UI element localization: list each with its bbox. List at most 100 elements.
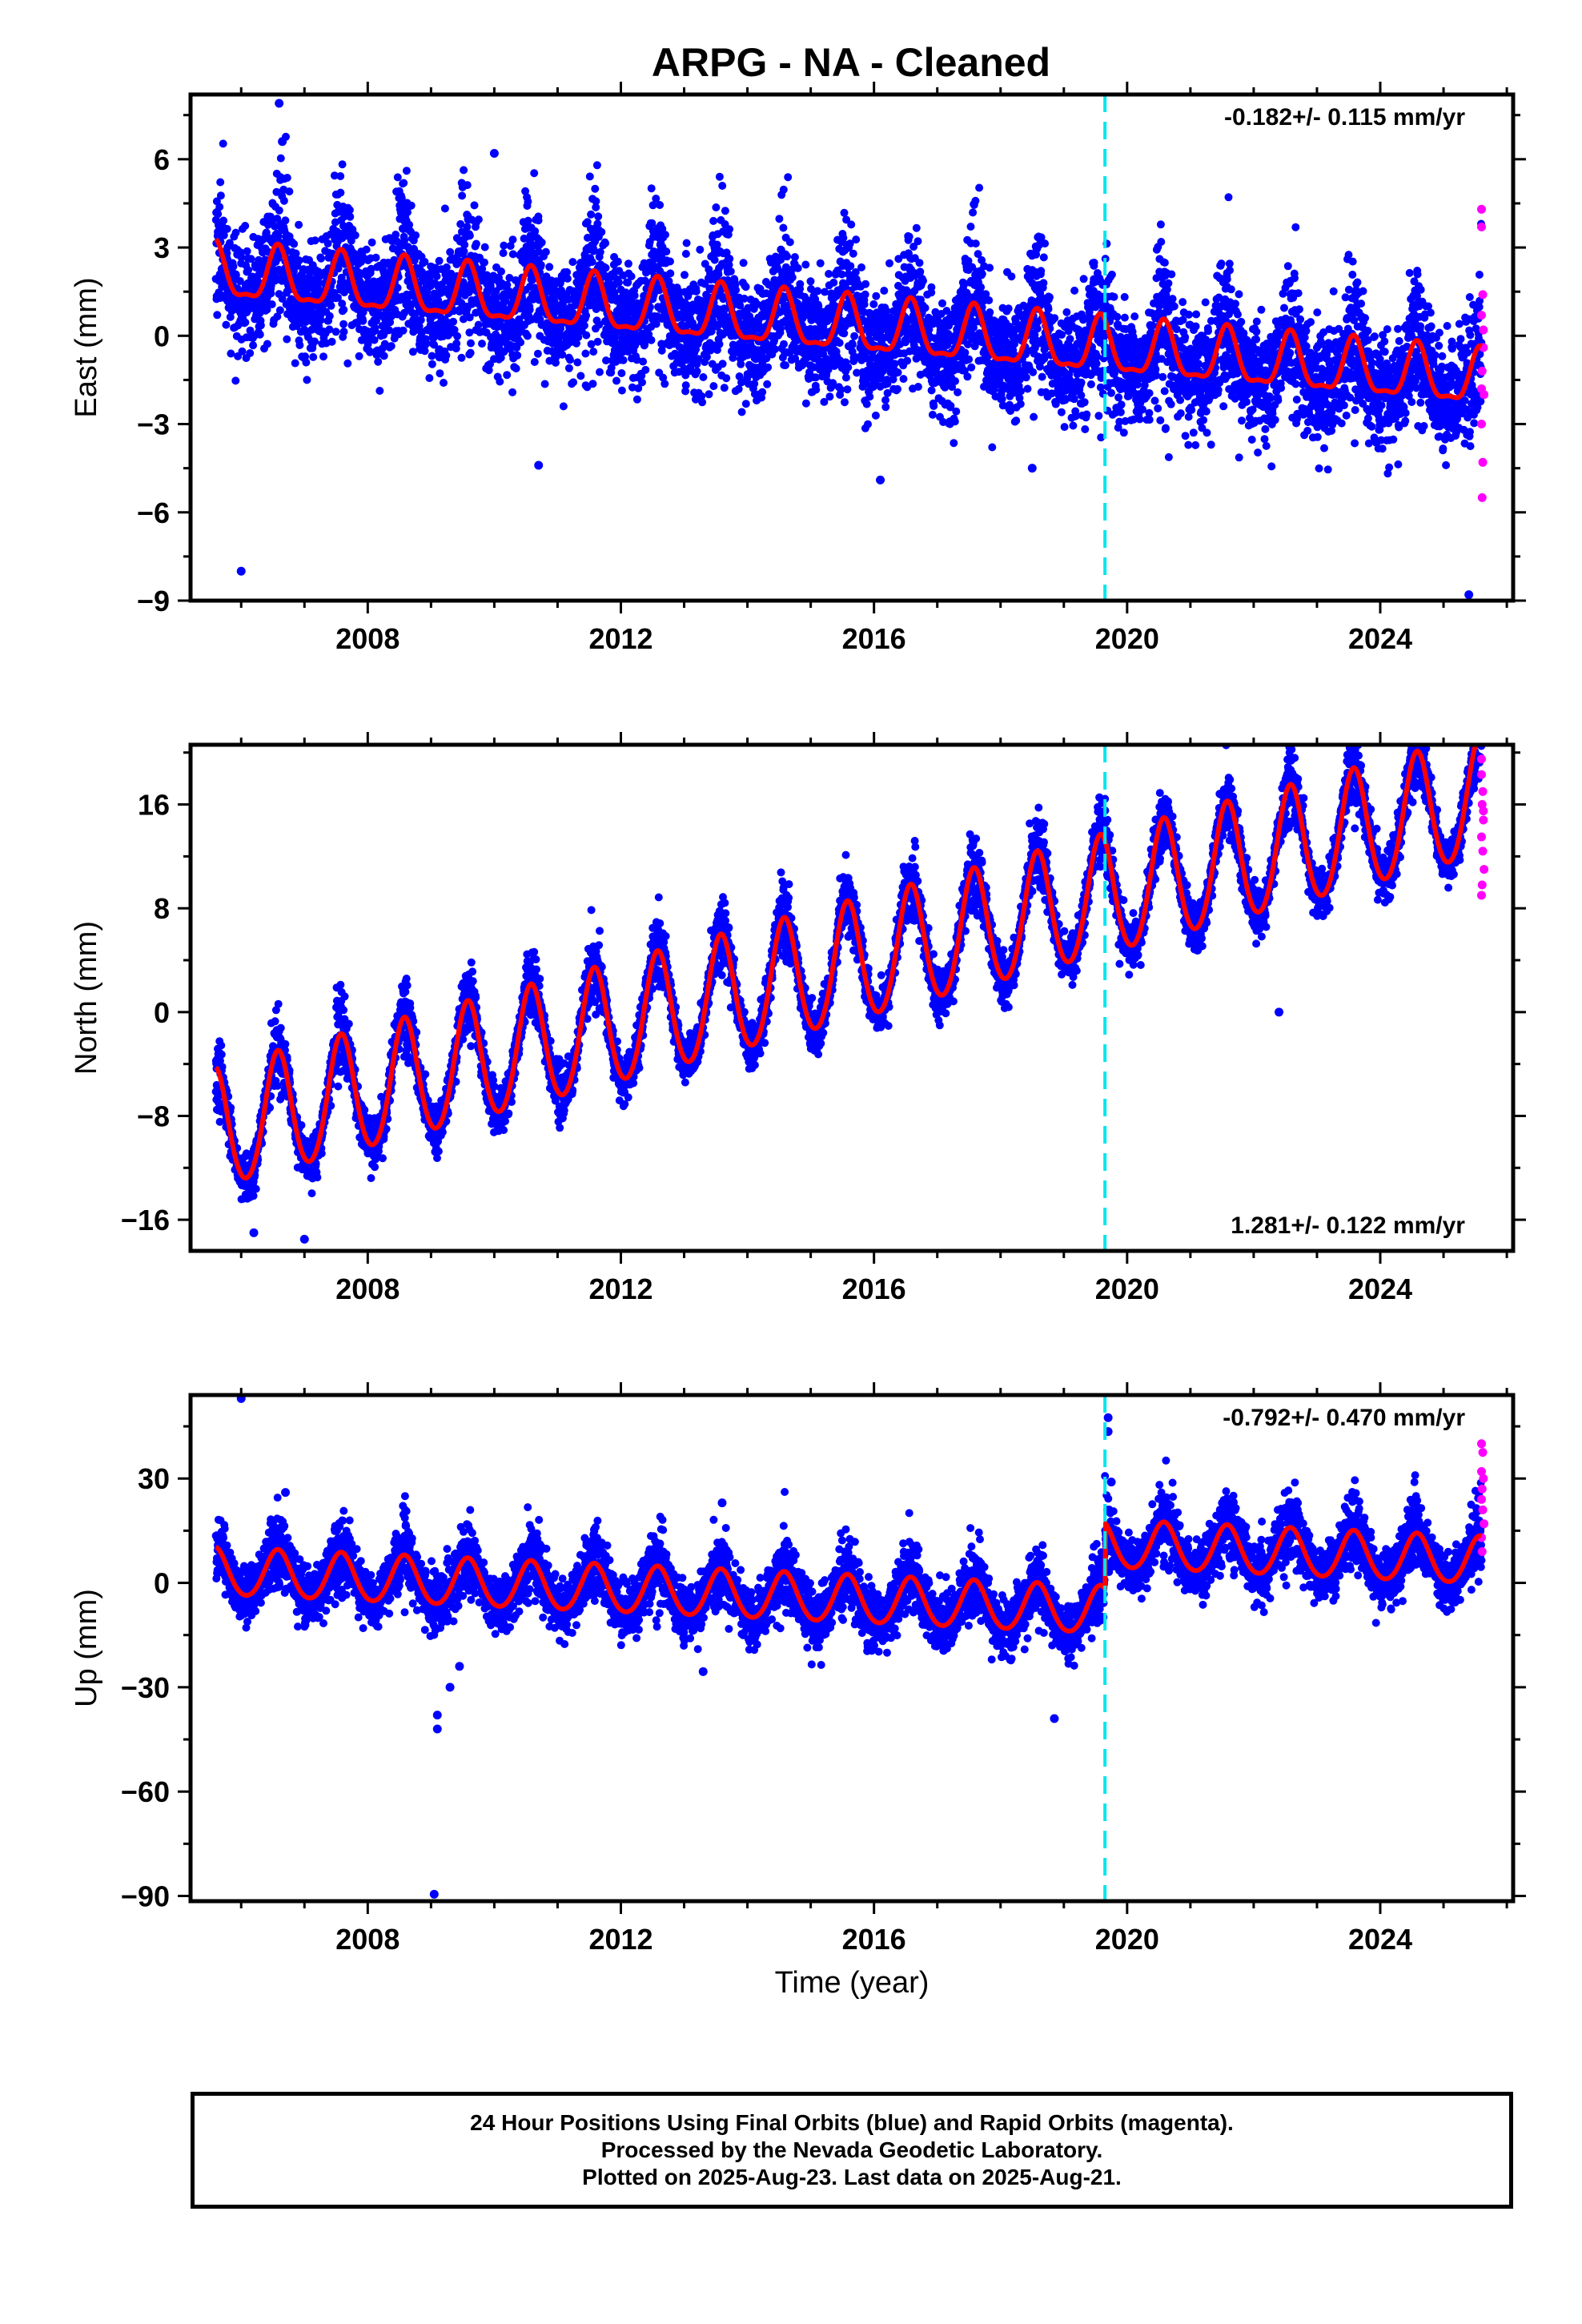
figure-title: ARPG - NA - Cleaned	[652, 40, 1050, 85]
up-rapid-point-6	[1478, 1505, 1488, 1514]
east-rapid-point-8	[1478, 457, 1488, 467]
up-y-axis: 30 0 −30 −60 −90	[121, 1425, 1526, 1912]
north-ytick-label-0: 0	[154, 996, 170, 1029]
north-panel: 2008 2012 2016 2020 2024 16 8 0 −8 −16 North (mm) 1…	[70, 732, 1526, 1305]
east-ytick-label--9: −9	[137, 585, 170, 617]
east-y-axis: 6 3 0 −3 −6 −9	[137, 114, 1526, 617]
east-rapid-point-11	[1476, 384, 1486, 393]
up-rate-annotation: -0.792+/- 0.470 mm/yr	[1223, 1405, 1465, 1431]
east-rapid-point-10	[1479, 325, 1488, 335]
east-frame	[188, 92, 1516, 603]
north-y-axis-title: North (mm)	[70, 921, 103, 1075]
north-xtick-label-2016: 2016	[842, 1273, 906, 1305]
east-final-daily-positions	[211, 132, 1486, 478]
up-x-axis-title: Time (year)	[775, 1966, 930, 2000]
north-rapid-point-4	[1479, 815, 1488, 825]
north-outlier-4	[724, 923, 733, 932]
east-model-curve	[214, 237, 1484, 400]
up-outlier-9	[1106, 1478, 1116, 1487]
east-xtick-label-2020: 2020	[1095, 622, 1159, 655]
east-outlier-0	[275, 99, 284, 108]
up-rapid-point-1	[1478, 1448, 1488, 1458]
north-x-axis: 2008 2012 2016 2020 2024	[239, 732, 1508, 1305]
east-outlier-1	[236, 566, 246, 576]
east-rapid-point-1	[1476, 222, 1486, 231]
up-rapid-point-5	[1476, 1494, 1486, 1504]
up-outlier-5	[445, 1683, 455, 1692]
east-outlier-5	[534, 460, 544, 470]
up-outlier-4	[455, 1662, 464, 1671]
up-rapid-point-0	[1476, 1439, 1486, 1449]
up-rapid-point-4	[1477, 1484, 1487, 1494]
up-xtick-label-2012: 2012	[588, 1923, 652, 1956]
east-ytick-label--3: −3	[137, 408, 170, 441]
east-rapid-point-3	[1476, 311, 1486, 320]
north-rapid-point-9	[1476, 891, 1486, 900]
north-ytick-label-16: 16	[138, 789, 170, 822]
up-xtick-label-2024: 2024	[1348, 1923, 1412, 1956]
east-xtick-label-2016: 2016	[842, 622, 906, 655]
up-ytick-label-30: 30	[138, 1462, 170, 1495]
north-frame	[188, 742, 1516, 1253]
east-ytick-label--6: −6	[137, 497, 170, 529]
up-outlier-2	[432, 1724, 442, 1734]
up-xtick-label-2016: 2016	[842, 1923, 906, 1956]
north-rapid-point-10	[1479, 806, 1488, 816]
up-final-points	[211, 1395, 1486, 1899]
up-xtick-label-2020: 2020	[1095, 1923, 1159, 1956]
north-final-daily-positions	[211, 745, 1486, 1204]
east-rapid-point-9	[1477, 493, 1487, 502]
north-ytick-label--8: −8	[137, 1100, 170, 1132]
north-outlier-3	[249, 1228, 259, 1237]
footer-caption-box: 24 Hour Positions Using Final Orbits (bl…	[191, 2092, 1513, 2209]
up-xtick-label-2008: 2008	[335, 1923, 400, 1956]
north-outlier-1	[1275, 1007, 1284, 1017]
north-rapid-point-5	[1476, 832, 1486, 842]
north-rapid-point-7	[1480, 865, 1489, 875]
north-outlier-5	[1034, 875, 1043, 885]
east-y-axis-title: East (mm)	[70, 277, 103, 417]
up-outlier-7	[1103, 1413, 1113, 1422]
east-rapid-point-7	[1476, 420, 1486, 429]
north-ytick-label-8: 8	[154, 892, 170, 925]
east-x-axis: 2008 2012 2016 2020 2024	[239, 82, 1508, 655]
up-outlier-12	[281, 1488, 291, 1498]
north-rapid-point-1	[1476, 770, 1486, 779]
east-ytick-label-0: 0	[154, 320, 170, 352]
up-final-daily-positions	[211, 1456, 1486, 1670]
north-outlier-0	[528, 964, 537, 974]
up-outlier-3	[432, 1711, 442, 1720]
east-rapid-points	[1476, 204, 1489, 502]
east-outlier-6	[876, 475, 885, 485]
up-outlier-11	[698, 1667, 708, 1676]
east-xtick-label-2008: 2008	[335, 622, 400, 655]
up-ytick-label--90: −90	[121, 1880, 170, 1912]
north-rapid-point-0	[1476, 754, 1486, 764]
north-final-points	[211, 745, 1486, 1244]
north-rapid-points	[1476, 754, 1489, 900]
north-xtick-label-2020: 2020	[1095, 1273, 1159, 1305]
north-rapid-point-6	[1478, 846, 1488, 856]
up-outlier-10	[717, 1498, 727, 1508]
north-xtick-label-2008: 2008	[335, 1273, 400, 1305]
up-panel: 2008 2012 2016 2020 2024 30 0 −30 −60 −90 Up (mm) T…	[70, 1382, 1526, 2000]
north-rapid-point-8	[1477, 880, 1487, 890]
east-final-points	[211, 99, 1486, 600]
east-xtick-label-2012: 2012	[588, 622, 652, 655]
east-rate-annotation: -0.182+/- 0.115 mm/yr	[1224, 104, 1465, 131]
east-rapid-point-5	[1477, 366, 1487, 376]
up-outlier-1	[429, 1889, 439, 1899]
up-rapid-point-2	[1476, 1467, 1486, 1477]
east-outlier-7	[1027, 464, 1037, 473]
east-panel: 2008 2012 2016 2020 2024 6 3 0 −3 −6 −9 East (mm) -0…	[70, 82, 1526, 655]
up-rapid-point-7	[1480, 1519, 1489, 1529]
up-ytick-label--60: −60	[121, 1775, 170, 1808]
north-outlier-2	[299, 1234, 309, 1244]
footer-line-2: Processed by the Nevada Geodetic Laborat…	[600, 2137, 1103, 2162]
up-rapid-point-3	[1479, 1474, 1488, 1483]
north-ytick-label--16: −16	[121, 1204, 170, 1236]
north-rapid-point-2	[1478, 786, 1488, 796]
north-model-curve	[214, 745, 1478, 1181]
east-outlier-4	[278, 137, 287, 147]
